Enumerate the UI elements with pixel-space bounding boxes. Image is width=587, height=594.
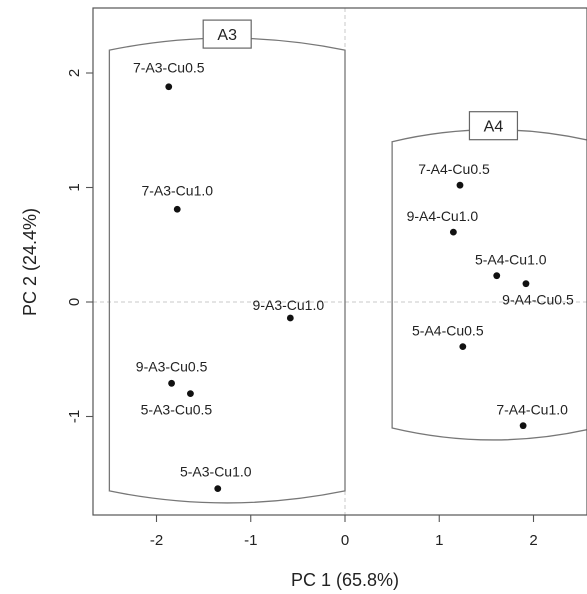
point-label: 9-A3-Cu1.0 [253, 297, 325, 313]
data-point-5-a3-cu0-5: 5-A3-Cu0.5 [141, 390, 213, 418]
data-point-7-a4-cu0-5: 7-A4-Cu0.5 [418, 161, 490, 189]
group-enclosures: A3 A4 [108, 19, 587, 504]
point-label: 5-A4-Cu0.5 [412, 323, 484, 339]
group-label-box [202, 19, 252, 49]
data-point-7-a4-cu1-0: 7-A4-Cu1.0 [496, 402, 568, 430]
group-label-box [468, 111, 519, 141]
point-marker [493, 272, 501, 280]
data-point-7-a3-cu0-5: 7-A3-Cu0.5 [133, 60, 205, 91]
point-label: 9-A3-Cu0.5 [136, 358, 208, 374]
data-point-5-a4-cu0-5: 5-A4-Cu0.5 [412, 323, 484, 351]
point-label: 9-A4-Cu1.0 [407, 208, 479, 224]
data-point-7-a3-cu1-0: 7-A3-Cu1.0 [141, 182, 213, 213]
point-label: 5-A3-Cu0.5 [141, 402, 213, 418]
point-label: 9-A4-Cu0.5 [502, 292, 574, 308]
point-marker [168, 379, 175, 387]
data-point-9-a3-cu1-0: 9-A3-Cu1.0 [253, 297, 325, 322]
point-label: 7-A4-Cu1.0 [496, 402, 568, 418]
data-point-9-a3-cu0-5: 9-A3-Cu0.5 [136, 358, 208, 387]
y-tick-label: 0 [66, 298, 83, 306]
point-marker [165, 83, 173, 91]
y-axis: -1 0 1 2 [66, 69, 93, 423]
point-marker [519, 422, 527, 430]
point-marker [522, 280, 530, 288]
point-marker [449, 228, 457, 236]
y-tick-label: -1 [66, 410, 83, 423]
point-label: 7-A3-Cu1.0 [141, 182, 213, 198]
x-axis-title: PC 1 (65.8%) [291, 570, 399, 590]
y-tick-label: 2 [66, 69, 83, 77]
group-enclosure-a4: A4 [391, 111, 587, 441]
point-marker [214, 485, 222, 493]
x-tick-label: -2 [150, 532, 163, 549]
group-enclosure-a3: A3 [108, 19, 346, 504]
data-point-5-a3-cu1-0: 5-A3-Cu1.0 [180, 464, 252, 493]
point-label: 5-A4-Cu1.0 [475, 252, 547, 268]
x-tick-label: 2 [529, 532, 537, 549]
data-point-5-a4-cu1-0: 5-A4-Cu1.0 [475, 252, 547, 280]
x-tick-label: 0 [341, 532, 349, 549]
x-tick-label: 1 [435, 532, 443, 549]
group-label-a3: A3 [217, 27, 237, 44]
group-label-a4: A4 [484, 119, 504, 136]
y-axis-title: PC 2 (24.4%) [20, 208, 40, 316]
data-point-9-a4-cu0-5: 9-A4-Cu0.5 [502, 280, 574, 308]
plot-frame [92, 7, 587, 516]
point-marker [456, 181, 464, 189]
point-marker [286, 314, 294, 322]
point-marker [459, 343, 467, 351]
point-marker [187, 390, 194, 397]
y-tick-label: 1 [66, 183, 83, 191]
x-tick-label: -1 [244, 532, 257, 549]
data-points: 7-A3-Cu0.5 7-A3-Cu1.0 9-A3-Cu1.0 9-A3-Cu0.5… [133, 60, 574, 493]
point-label: 7-A3-Cu0.5 [133, 60, 205, 76]
point-label: 5-A3-Cu1.0 [180, 464, 252, 480]
data-point-9-a4-cu1-0: 9-A4-Cu1.0 [407, 208, 479, 236]
point-label: 7-A4-Cu0.5 [418, 161, 490, 177]
x-axis: -2 -1 0 1 2 [150, 515, 538, 549]
point-marker [173, 205, 181, 213]
